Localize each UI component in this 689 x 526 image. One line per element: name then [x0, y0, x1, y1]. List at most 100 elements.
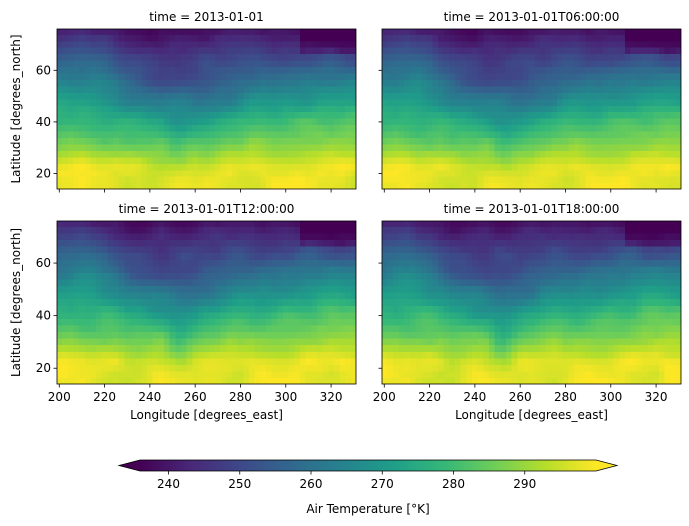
heatmap-cell — [305, 378, 312, 384]
heatmap-cell — [432, 163, 439, 171]
heatmap-cell — [118, 176, 125, 184]
heatmap-cell — [392, 325, 400, 333]
heatmap-cell — [124, 125, 131, 133]
heatmap-cell — [147, 176, 154, 184]
heatmap-cell — [528, 47, 535, 55]
heatmap-cell — [426, 246, 433, 254]
heatmap-cell — [409, 266, 417, 274]
heatmap-cell — [619, 305, 626, 313]
heatmap-cell — [534, 86, 541, 94]
heatmap-cell — [528, 112, 535, 120]
heatmap-cell — [585, 246, 592, 254]
heatmap-cell — [562, 47, 569, 55]
heatmap-cell — [534, 226, 541, 235]
heatmap-cell — [596, 138, 603, 146]
heatmap-cell — [288, 92, 295, 100]
heatmap-cell — [107, 73, 114, 81]
heatmap-cell — [551, 226, 558, 235]
heatmap-cell — [534, 54, 541, 62]
heatmap-cell — [333, 131, 341, 139]
heatmap-cell — [472, 246, 479, 254]
heatmap-cell — [96, 292, 103, 300]
heatmap-cell — [124, 138, 131, 146]
heatmap-cell — [271, 41, 278, 49]
heatmap-cell — [382, 118, 388, 126]
heatmap-cell — [653, 305, 660, 313]
heatmap-cell — [432, 47, 439, 55]
heatmap-cell — [130, 240, 137, 248]
heatmap-cell — [562, 240, 569, 248]
heatmap-cell — [590, 259, 598, 267]
heatmap-cell — [147, 144, 154, 152]
heatmap-cell — [556, 279, 564, 287]
heatmap-cell — [254, 292, 261, 300]
heatmap-cell — [186, 299, 193, 307]
heatmap-cell — [489, 29, 496, 36]
heatmap-cell — [282, 378, 290, 384]
heatmap-cell — [350, 378, 356, 384]
heatmap-cell — [556, 240, 564, 248]
heatmap-cell — [84, 221, 92, 228]
heatmap-cell — [590, 118, 598, 126]
heatmap-cell — [432, 305, 439, 313]
heatmap-cell — [350, 170, 356, 178]
heatmap-cell — [130, 41, 137, 49]
heatmap-cell — [387, 318, 394, 327]
heatmap-cell — [539, 253, 547, 261]
heatmap-cell — [438, 272, 445, 281]
heatmap-cell — [265, 131, 273, 139]
heatmap-cell — [265, 157, 273, 165]
heatmap-cell — [511, 170, 518, 178]
heatmap-cell — [670, 92, 677, 100]
heatmap-cell — [506, 47, 513, 55]
heatmap-cell — [113, 312, 120, 320]
heatmap-cell — [181, 371, 188, 379]
heatmap-cell — [333, 299, 341, 307]
heatmap-cell — [382, 259, 388, 267]
heatmap-cell — [118, 144, 125, 152]
heatmap-cell — [271, 157, 278, 165]
heatmap-cell — [101, 371, 108, 379]
heatmap-cell — [248, 79, 256, 88]
heatmap-cell — [534, 131, 541, 139]
heatmap-cell — [350, 345, 356, 353]
heatmap-cell — [421, 246, 428, 254]
heatmap-cell — [641, 99, 649, 107]
heatmap-cell — [590, 233, 598, 241]
heatmap-cell — [675, 54, 681, 62]
heatmap-cell — [653, 233, 660, 241]
heatmap-cell — [653, 183, 660, 189]
heatmap-cell — [333, 144, 341, 152]
heatmap-cell — [203, 371, 210, 379]
heatmap-cell — [90, 345, 97, 353]
heatmap-cell — [254, 163, 261, 171]
heatmap-cell — [328, 176, 335, 184]
heatmap-cell — [141, 79, 148, 88]
heatmap-cell — [248, 54, 256, 62]
heatmap-cell — [118, 105, 125, 113]
heatmap-cell — [322, 73, 329, 81]
heatmap-cell — [489, 325, 496, 333]
heatmap-cell — [260, 112, 267, 120]
heatmap-cell — [545, 54, 552, 62]
heatmap-cell — [254, 29, 261, 36]
heatmap-cell — [226, 233, 233, 241]
heatmap-cell — [124, 279, 131, 287]
heatmap-cell — [455, 67, 462, 75]
heatmap-cell — [214, 318, 222, 327]
heatmap-cell — [466, 279, 473, 287]
heatmap-cell — [113, 176, 120, 184]
heatmap-cell — [260, 41, 267, 49]
heatmap-cell — [528, 332, 535, 340]
heatmap-cell — [277, 338, 284, 346]
heatmap-cell — [539, 183, 547, 189]
heatmap-cell — [539, 233, 547, 241]
heatmap-cell — [404, 92, 411, 100]
heatmap-cell — [147, 163, 154, 171]
heatmap-cell — [517, 305, 524, 313]
heatmap-cell — [641, 299, 649, 307]
heatmap-cell — [248, 73, 256, 81]
heatmap-cell — [596, 29, 603, 36]
heatmap-cell — [641, 253, 649, 261]
heatmap-cell — [500, 318, 507, 327]
